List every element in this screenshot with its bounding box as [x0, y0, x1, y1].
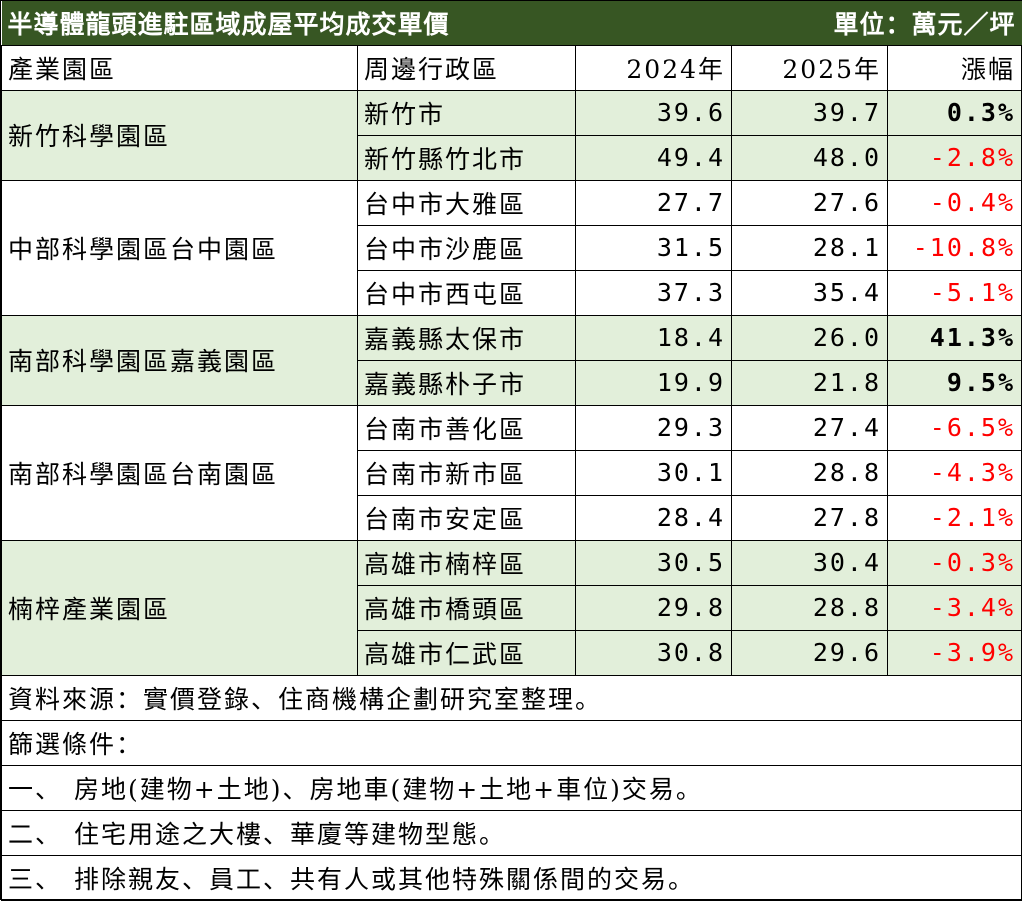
park-name-cell: 中部科學園區台中園區 — [1, 179, 358, 316]
filter-item: 二、 住宅用途之大樓、華廈等建物型態。 — [0, 809, 1022, 856]
value-2025-cell: 35.4 — [731, 269, 889, 316]
value-2025-cell: 39.7 — [731, 89, 889, 136]
table-row: 嘉義縣朴子市 19.9 21.8 9.5% — [2, 359, 1022, 406]
value-2025-cell: 28.8 — [731, 449, 889, 496]
filter-item-row: 一、 房地(建物+土地)、房地車(建物+土地+車位)交易。 — [0, 764, 1022, 811]
table-row: 楠梓產業園區 高雄市楠梓區 30.5 30.4 -0.3% — [1, 539, 1022, 676]
title-row: 半導體龍頭進駐區域成屋平均成交單價 單位：萬元／坪 — [1, 1, 1022, 45]
value-2024-cell: 29.8 — [574, 584, 733, 631]
district-cell: 嘉義縣太保市 — [357, 314, 576, 361]
park-name-cell: 南部科學園區嘉義園區 — [1, 314, 358, 406]
change-cell: -0.4% — [887, 179, 1022, 226]
value-2025-cell: 27.4 — [731, 404, 889, 451]
change-cell: -5.1% — [887, 269, 1022, 316]
filter-item-text: 排除親友、員工、共有人或其他特殊關係間的交易。 — [74, 864, 696, 894]
district-cell: 高雄市橋頭區 — [357, 584, 576, 631]
value-2025-cell: 27.8 — [731, 494, 889, 541]
value-2024-cell: 30.1 — [574, 449, 733, 496]
header-district: 周邊行政區 — [357, 44, 576, 91]
change-cell: -0.3% — [887, 539, 1022, 586]
table-row: 南部科學園區嘉義園區 嘉義縣太保市 18.4 26.0 41.3% — [1, 314, 1022, 406]
change-cell: -6.5% — [887, 404, 1022, 451]
value-2025-cell: 27.6 — [731, 179, 889, 226]
value-2024-cell: 30.8 — [574, 629, 733, 676]
filter-title: 篩選條件： — [0, 719, 1022, 766]
value-2024-cell: 49.4 — [574, 134, 733, 181]
table-row: 高雄市仁武區 30.8 29.6 -3.9% — [2, 629, 1022, 676]
filter-title-row: 篩選條件： — [0, 719, 1022, 766]
filter-item-text: 房地(建物+土地)、房地車(建物+土地+車位)交易。 — [74, 774, 703, 804]
change-cell: -3.9% — [887, 629, 1022, 676]
filter-item-row: 二、 住宅用途之大樓、華廈等建物型態。 — [0, 809, 1022, 856]
change-cell: -4.3% — [887, 449, 1022, 496]
district-cell: 台南市善化區 — [357, 404, 576, 451]
change-cell: 41.3% — [887, 314, 1022, 361]
filter-item-marker: 一、 — [8, 774, 63, 804]
district-cell: 新竹縣竹北市 — [357, 134, 576, 181]
change-cell: -3.4% — [887, 584, 1022, 631]
header-2024: 2024年 — [574, 44, 733, 91]
table-row: 台南市安定區 28.4 27.8 -2.1% — [2, 494, 1022, 541]
source-note: 資料來源：實價登錄、住商機構企劃研究室整理。 — [0, 674, 1022, 721]
value-2025-cell: 48.0 — [731, 134, 889, 181]
filter-item: 一、 房地(建物+土地)、房地車(建物+土地+車位)交易。 — [0, 764, 1022, 811]
district-cell: 新竹市 — [357, 89, 576, 136]
header-park: 產業園區 — [1, 44, 358, 91]
district-cell: 台南市新市區 — [357, 449, 576, 496]
change-cell: 9.5% — [887, 359, 1022, 406]
table-row: 新竹縣竹北市 49.4 48.0 -2.8% — [2, 134, 1022, 181]
district-cell: 嘉義縣朴子市 — [357, 359, 576, 406]
district-cell: 台中市西屯區 — [357, 269, 576, 316]
table-row: 台中市沙鹿區 31.5 28.1 -10.8% — [2, 224, 1022, 271]
park-name-cell: 新竹科學園區 — [1, 89, 358, 181]
value-2025-cell: 28.8 — [731, 584, 889, 631]
value-2025-cell: 30.4 — [731, 539, 889, 586]
value-2024-cell: 29.3 — [574, 404, 733, 451]
value-2024-cell: 31.5 — [574, 224, 733, 271]
value-2025-cell: 28.1 — [731, 224, 889, 271]
district-cell: 台南市安定區 — [357, 494, 576, 541]
value-2025-cell: 21.8 — [731, 359, 889, 406]
change-cell: -2.8% — [887, 134, 1022, 181]
header-change: 漲幅 — [887, 44, 1022, 91]
value-2024-cell: 19.9 — [574, 359, 733, 406]
source-row: 資料來源：實價登錄、住商機構企劃研究室整理。 — [0, 674, 1022, 721]
district-cell: 台中市沙鹿區 — [357, 224, 576, 271]
value-2025-cell: 29.6 — [731, 629, 889, 676]
filter-item-row: 三、 排除親友、員工、共有人或其他特殊關係間的交易。 — [0, 854, 1022, 901]
header-2025: 2025年 — [731, 44, 889, 91]
district-cell: 台中市大雅區 — [357, 179, 576, 226]
change-cell: 0.3% — [887, 89, 1022, 136]
table-title: 半導體龍頭進駐區域成屋平均成交單價 — [1, 1, 732, 45]
filter-item-text: 住宅用途之大樓、華廈等建物型態。 — [74, 819, 507, 849]
value-2024-cell: 39.6 — [574, 89, 733, 136]
header-row: 產業園區 周邊行政區 2024年 2025年 漲幅 — [1, 44, 1022, 91]
district-cell: 高雄市仁武區 — [357, 629, 576, 676]
value-2024-cell: 18.4 — [574, 314, 733, 361]
park-name-cell: 楠梓產業園區 — [1, 539, 358, 676]
table-row: 南部科學園區台南園區 台南市善化區 29.3 27.4 -6.5% — [1, 404, 1022, 541]
value-2024-cell: 37.3 — [574, 269, 733, 316]
park-name-cell: 南部科學園區台南園區 — [1, 404, 358, 541]
table-row: 台中市西屯區 37.3 35.4 -5.1% — [2, 269, 1022, 316]
district-cell: 高雄市楠梓區 — [357, 539, 576, 586]
table-row: 新竹科學園區 新竹市 39.6 39.7 0.3% — [1, 89, 1022, 181]
value-2024-cell: 28.4 — [574, 494, 733, 541]
filter-item-marker: 三、 — [8, 864, 63, 894]
change-cell: -10.8% — [887, 224, 1022, 271]
filter-item-marker: 二、 — [8, 819, 63, 849]
change-cell: -2.1% — [887, 494, 1022, 541]
table-row: 中部科學園區台中園區 台中市大雅區 27.7 27.6 -0.4% — [1, 179, 1022, 316]
unit-label: 單位：萬元／坪 — [731, 1, 1022, 45]
value-2024-cell: 30.5 — [574, 539, 733, 586]
value-2024-cell: 27.7 — [574, 179, 733, 226]
filter-item: 三、 排除親友、員工、共有人或其他特殊關係間的交易。 — [0, 854, 1022, 901]
value-2025-cell: 26.0 — [731, 314, 889, 361]
